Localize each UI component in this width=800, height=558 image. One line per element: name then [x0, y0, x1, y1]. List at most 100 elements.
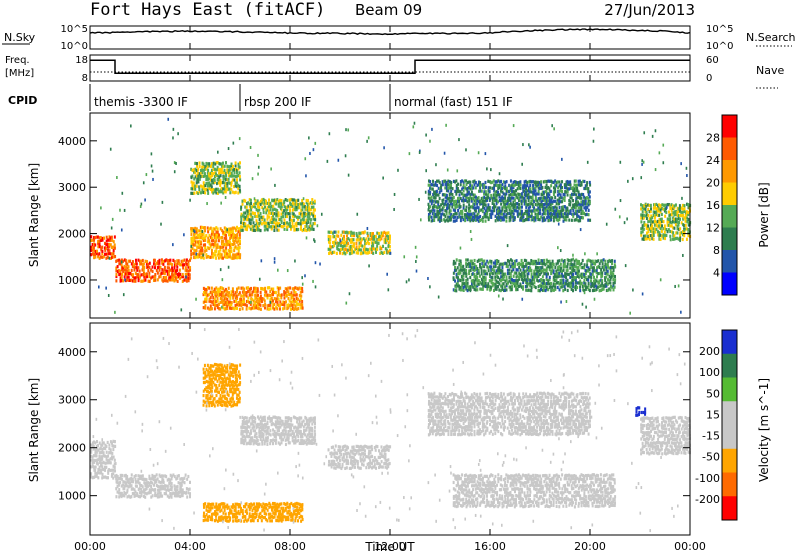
heatmap-cell: [549, 276, 551, 279]
heatmap-cell: [189, 492, 191, 495]
heatmap-cell: [504, 210, 506, 213]
heatmap-cell: [572, 282, 574, 285]
heatmap-cell: [355, 242, 357, 245]
heatmap-cell: [177, 132, 179, 135]
heatmap-cell: [389, 235, 391, 238]
heatmap-cell: [215, 384, 217, 387]
heatmap-cell: [471, 190, 473, 193]
heatmap-cell: [438, 296, 440, 299]
heatmap-cell: [191, 176, 193, 179]
heatmap-cell: [565, 276, 567, 279]
heatmap-cell: [514, 199, 516, 202]
heatmap-cell: [478, 151, 480, 154]
heatmap-cell: [558, 218, 560, 221]
heatmap-cell: [293, 303, 295, 306]
heatmap-cell: [686, 174, 688, 177]
heatmap-cell: [149, 262, 151, 265]
heatmap-cell: [465, 262, 467, 265]
heatmap-cell: [195, 252, 197, 255]
heatmap-cell: [453, 213, 455, 216]
heatmap-cell: [327, 160, 329, 163]
heatmap-cell: [234, 304, 236, 307]
heatmap-cell: [429, 191, 431, 194]
heatmap-cell: [453, 196, 455, 199]
heatmap-cell: [314, 218, 316, 221]
heatmap-cell: [443, 193, 445, 196]
heatmap-cell: [234, 234, 236, 237]
heatmap-cell: [167, 485, 169, 488]
heatmap-cell: [142, 485, 144, 488]
heatmap-cell: [232, 165, 234, 168]
heatmap-cell: [228, 165, 230, 168]
heatmap-cell: [589, 195, 591, 198]
heatmap-cell: [481, 190, 483, 193]
heatmap-cell: [360, 248, 362, 251]
heatmap-cell: [154, 259, 156, 262]
heatmap-cell: [243, 288, 245, 291]
heatmap-cell: [215, 394, 217, 397]
heatmap-cell: [565, 190, 567, 193]
heatmap-cell: [521, 163, 523, 166]
heatmap-cell: [528, 218, 530, 221]
heatmap-cell: [534, 208, 536, 211]
heatmap-cell: [594, 298, 596, 301]
heatmap-cell: [313, 148, 315, 151]
heatmap-cell: [210, 296, 212, 299]
heatmap-cell: [567, 269, 569, 272]
heatmap-cell: [593, 276, 595, 279]
heatmap-cell: [587, 219, 589, 222]
heatmap-cell: [347, 242, 349, 245]
heatmap-cell: [116, 176, 118, 179]
heatmap-cell: [460, 247, 462, 250]
heatmap-cell: [413, 125, 415, 128]
heatmap-cell: [560, 286, 562, 289]
heatmap-cell: [209, 387, 211, 390]
heatmap-cell: [643, 131, 645, 134]
heatmap-cell: [383, 146, 385, 149]
heatmap-cell: [257, 294, 259, 297]
heatmap-cell: [128, 269, 130, 272]
heatmap-cell: [279, 287, 281, 290]
heatmap-cell: [242, 307, 244, 310]
heatmap-cell: [429, 205, 431, 208]
heatmap-cell: [275, 218, 277, 221]
heatmap-cell: [210, 227, 212, 230]
heatmap-cell: [603, 287, 605, 290]
heatmap-cell: [572, 289, 574, 292]
heatmap-cell: [216, 293, 218, 296]
heatmap-cell: [544, 209, 546, 212]
heatmap-cell: [522, 285, 524, 288]
heatmap-cell: [655, 203, 657, 206]
heatmap-cell: [548, 265, 550, 268]
heatmap-cell: [329, 241, 331, 244]
heatmap-cell: [614, 281, 616, 284]
heatmap-cell: [165, 492, 167, 495]
heatmap-cell: [227, 370, 229, 373]
heatmap-cell: [580, 197, 582, 200]
heatmap-cell: [469, 209, 471, 212]
heatmap-cell: [222, 181, 224, 184]
heatmap-cell: [264, 287, 266, 290]
cpid-segment-label: themis -3300 IF: [94, 95, 188, 109]
heatmap-cell: [523, 265, 525, 268]
heatmap-cell: [215, 163, 217, 166]
heatmap-cell: [189, 273, 191, 276]
heatmap-cell: [486, 167, 488, 170]
heatmap-cell: [559, 180, 561, 183]
heatmap-cell: [488, 217, 490, 220]
heatmap-cell: [330, 231, 332, 234]
heatmap-cell: [567, 279, 569, 282]
heatmap-cell: [599, 262, 601, 265]
heatmap-cell: [278, 290, 280, 293]
heatmap-cell: [177, 485, 179, 488]
heatmap-cell: [503, 273, 505, 276]
heatmap-cell: [259, 304, 261, 307]
heatmap-cell: [572, 273, 574, 276]
heatmap-cell: [198, 185, 200, 188]
heatmap-cell: [572, 258, 574, 261]
heatmap-cell: [172, 136, 174, 139]
heatmap-cell: [564, 262, 566, 265]
heatmap-cell: [564, 259, 566, 262]
heatmap-cell: [348, 174, 350, 177]
